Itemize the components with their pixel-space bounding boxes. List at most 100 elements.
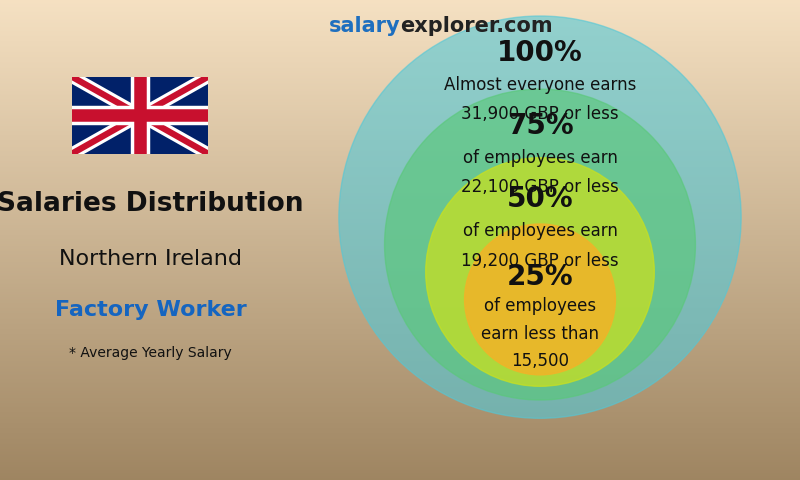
Bar [0,256,800,258]
Bar [0,16,800,18]
Bar [0,147,800,149]
Bar [0,152,800,154]
Bar [0,400,800,402]
Bar [0,224,800,226]
Bar [0,464,800,466]
Bar [0,323,800,325]
Bar [0,349,800,350]
Bar [0,47,800,48]
Bar [0,230,800,232]
Bar [0,277,800,278]
Bar [0,191,800,192]
Bar [0,150,800,152]
Bar [0,405,800,407]
Bar [0,145,800,147]
Bar [0,25,800,27]
Bar [0,438,800,440]
Bar [0,51,800,53]
Bar [0,37,800,38]
Text: * Average Yearly Salary: * Average Yearly Salary [69,346,232,360]
Bar [0,200,800,202]
Bar [0,217,800,219]
Bar [0,459,800,461]
Bar [0,202,800,203]
Bar [0,251,800,253]
Bar [0,381,800,383]
Bar [0,42,800,43]
Bar [0,469,800,470]
Bar [0,6,800,8]
Bar [0,78,800,80]
Bar [0,216,800,217]
Bar [0,130,800,131]
Bar [0,93,800,95]
Bar [0,181,800,182]
Bar [0,285,800,287]
Bar [0,213,800,215]
Bar [0,157,800,158]
Bar [0,287,800,288]
Bar [0,383,800,384]
Bar [0,413,800,414]
Bar [0,173,800,174]
Bar [0,346,800,347]
Bar [0,320,800,322]
Bar [0,470,800,472]
Bar [0,397,800,398]
Bar [0,83,800,85]
Bar [0,32,800,34]
Bar [0,126,800,128]
Bar [0,373,800,374]
Bar [0,245,800,246]
Bar [0,368,800,370]
Bar [0,288,800,289]
Bar [0,109,800,110]
Bar [0,330,800,331]
Bar [0,479,800,480]
Bar [0,119,800,120]
Bar [0,184,800,186]
Bar [0,10,800,11]
Bar [0,40,800,42]
Bar [0,379,800,381]
Bar [0,23,800,24]
Bar [0,335,800,336]
Bar [0,392,800,394]
Bar [0,136,800,138]
Bar [0,409,800,411]
Bar [0,264,800,265]
Bar [0,243,800,245]
Bar [0,258,800,259]
Bar [0,293,800,294]
Bar [0,0,800,1]
Bar [0,389,800,390]
Bar [0,95,800,96]
Bar [0,171,800,173]
Bar [0,86,800,88]
Bar [0,101,800,102]
Bar [0,115,800,117]
Bar [0,167,800,168]
Bar [0,270,800,272]
Bar [0,467,800,469]
Bar [0,326,800,328]
Bar [0,466,800,467]
Bar [0,298,800,299]
Bar [0,189,800,191]
Bar [0,143,800,144]
Bar [0,154,800,155]
Bar [0,114,800,115]
Bar [0,366,800,368]
Bar [0,416,800,418]
Bar [0,75,800,77]
Bar [0,182,800,184]
Bar [0,110,800,112]
Bar [0,302,800,304]
Bar [0,387,800,389]
Bar [0,360,800,361]
Bar [0,446,800,448]
Bar [0,139,800,141]
Bar [0,336,800,337]
Bar [0,226,800,227]
Bar [0,359,800,360]
